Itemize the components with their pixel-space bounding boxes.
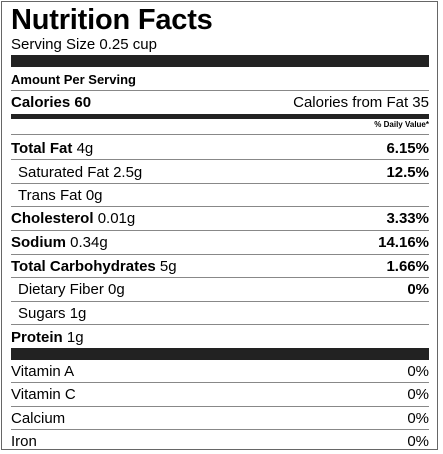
divider-thick xyxy=(11,55,429,67)
vitamin-dv: 0% xyxy=(407,433,429,450)
sugars-amount: 1g xyxy=(69,305,87,322)
divider xyxy=(11,301,429,302)
cholesterol-dv: 3.33% xyxy=(386,210,429,227)
sugars-row: Sugars 1g xyxy=(11,305,429,323)
saturated-fat-row: Saturated Fat 2.5g 12.5% xyxy=(11,164,429,182)
dietary-fiber-row: Dietary Fiber 0g 0% xyxy=(11,281,429,299)
vitamin-row: Vitamin A 0% xyxy=(11,363,429,381)
protein-row: Protein 1g xyxy=(11,329,429,347)
divider-medium xyxy=(11,114,429,119)
divider-thick xyxy=(11,348,429,360)
calories-row: Calories 60 Calories from Fat 35 xyxy=(11,94,429,112)
cholesterol-amount: 0.01g xyxy=(97,210,136,227)
trans-fat-amount: 0g xyxy=(85,187,103,204)
protein-label: Protein xyxy=(11,329,63,346)
total-carbs-label: Total Carbohydrates xyxy=(11,258,156,275)
divider xyxy=(11,382,429,383)
divider xyxy=(11,277,429,278)
total-fat-amount: 4g xyxy=(76,140,94,157)
saturated-fat-amount: 2.5g xyxy=(113,164,143,181)
vitamin-dv: 0% xyxy=(407,386,429,403)
label-title: Nutrition Facts xyxy=(11,4,213,36)
trans-fat-label: Trans Fat xyxy=(18,187,82,204)
cholesterol-label: Cholesterol xyxy=(11,210,94,227)
divider xyxy=(11,206,429,207)
vitamin-row: Calcium 0% xyxy=(11,410,429,428)
saturated-fat-dv: 12.5% xyxy=(386,164,429,181)
vitamin-dv: 0% xyxy=(407,410,429,427)
divider xyxy=(11,183,429,184)
calories-value: 60 xyxy=(74,94,92,111)
total-carbs-row: Total Carbohydrates 5g 1.66% xyxy=(11,258,429,276)
calories-label: Calories 60 xyxy=(11,94,91,112)
total-fat-label: Total Fat xyxy=(11,140,73,157)
trans-fat-row: Trans Fat 0g xyxy=(11,187,429,205)
sodium-label: Sodium xyxy=(11,234,66,251)
calories-from-fat: Calories from Fat 35 xyxy=(293,94,429,111)
vitamin-dv: 0% xyxy=(407,363,429,380)
amount-per-serving: Amount Per Serving xyxy=(11,72,136,87)
total-carbs-dv: 1.66% xyxy=(386,258,429,275)
vitamin-label: Calcium xyxy=(11,410,66,427)
divider xyxy=(11,90,429,91)
total-fat-row: Total Fat 4g 6.15% xyxy=(11,140,429,158)
sodium-row: Sodium 0.34g 14.16% xyxy=(11,234,429,252)
divider xyxy=(11,324,429,325)
sodium-dv: 14.16% xyxy=(378,234,429,251)
total-fat-dv: 6.15% xyxy=(386,140,429,157)
divider xyxy=(11,159,429,160)
calories-name: Calories xyxy=(11,94,71,111)
protein-amount: 1g xyxy=(66,329,84,346)
divider xyxy=(11,429,429,430)
cholesterol-row: Cholesterol 0.01g 3.33% xyxy=(11,210,429,228)
divider xyxy=(11,254,429,255)
divider xyxy=(11,230,429,231)
vitamin-row: Vitamin C 0% xyxy=(11,386,429,404)
divider xyxy=(11,134,429,135)
serving-size: Serving Size 0.25 cup xyxy=(11,36,157,53)
total-carbs-amount: 5g xyxy=(159,258,177,275)
vitamin-row: Iron 0% xyxy=(11,433,429,451)
sugars-label: Sugars xyxy=(18,305,66,322)
dietary-fiber-amount: 0g xyxy=(108,281,125,298)
nutrition-facts-label: Nutrition Facts Serving Size 0.25 cup Am… xyxy=(1,1,438,450)
vitamin-label: Vitamin A xyxy=(11,363,75,380)
daily-value-header: % Daily Value* xyxy=(374,120,429,129)
divider xyxy=(11,406,429,407)
dietary-fiber-label: Dietary Fiber xyxy=(18,281,104,298)
vitamin-label: Iron xyxy=(11,433,37,450)
dietary-fiber-dv: 0% xyxy=(407,281,429,298)
vitamin-label: Vitamin C xyxy=(11,386,76,403)
sodium-amount: 0.34g xyxy=(70,234,108,251)
saturated-fat-label: Saturated Fat xyxy=(18,164,109,181)
